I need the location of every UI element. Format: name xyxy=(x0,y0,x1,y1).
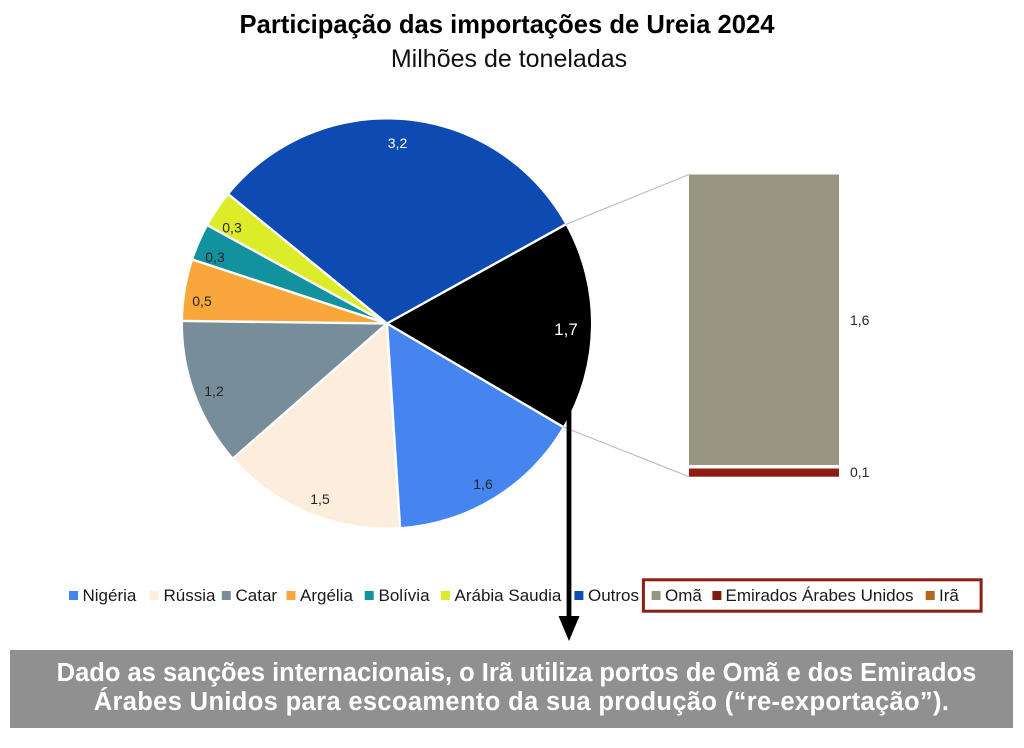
svg-text:Emirados Árabes Unidos: Emirados Árabes Unidos xyxy=(726,586,914,605)
svg-text:1,6: 1,6 xyxy=(473,476,493,492)
svg-text:Nigéria: Nigéria xyxy=(83,586,137,605)
svg-text:Outros: Outros xyxy=(588,586,639,605)
svg-text:1,7: 1,7 xyxy=(554,320,578,339)
svg-text:0,3: 0,3 xyxy=(222,220,242,236)
svg-text:1,2: 1,2 xyxy=(204,383,224,399)
svg-text:Catar: Catar xyxy=(236,586,278,605)
svg-text:Rússia: Rússia xyxy=(164,586,217,605)
svg-text:3,2: 3,2 xyxy=(388,135,408,151)
svg-text:Omã: Omã xyxy=(665,586,702,605)
svg-text:0,3: 0,3 xyxy=(205,249,225,265)
svg-text:Irã: Irã xyxy=(939,586,959,605)
svg-text:0,5: 0,5 xyxy=(192,293,212,309)
svg-text:0,1: 0,1 xyxy=(850,464,870,480)
svg-text:1,5: 1,5 xyxy=(310,491,330,507)
svg-text:Bolívia: Bolívia xyxy=(379,586,431,605)
svg-text:1,6: 1,6 xyxy=(850,312,870,328)
svg-text:Arábia Saudia: Arábia Saudia xyxy=(455,586,562,605)
svg-text:Argélia: Argélia xyxy=(300,586,353,605)
